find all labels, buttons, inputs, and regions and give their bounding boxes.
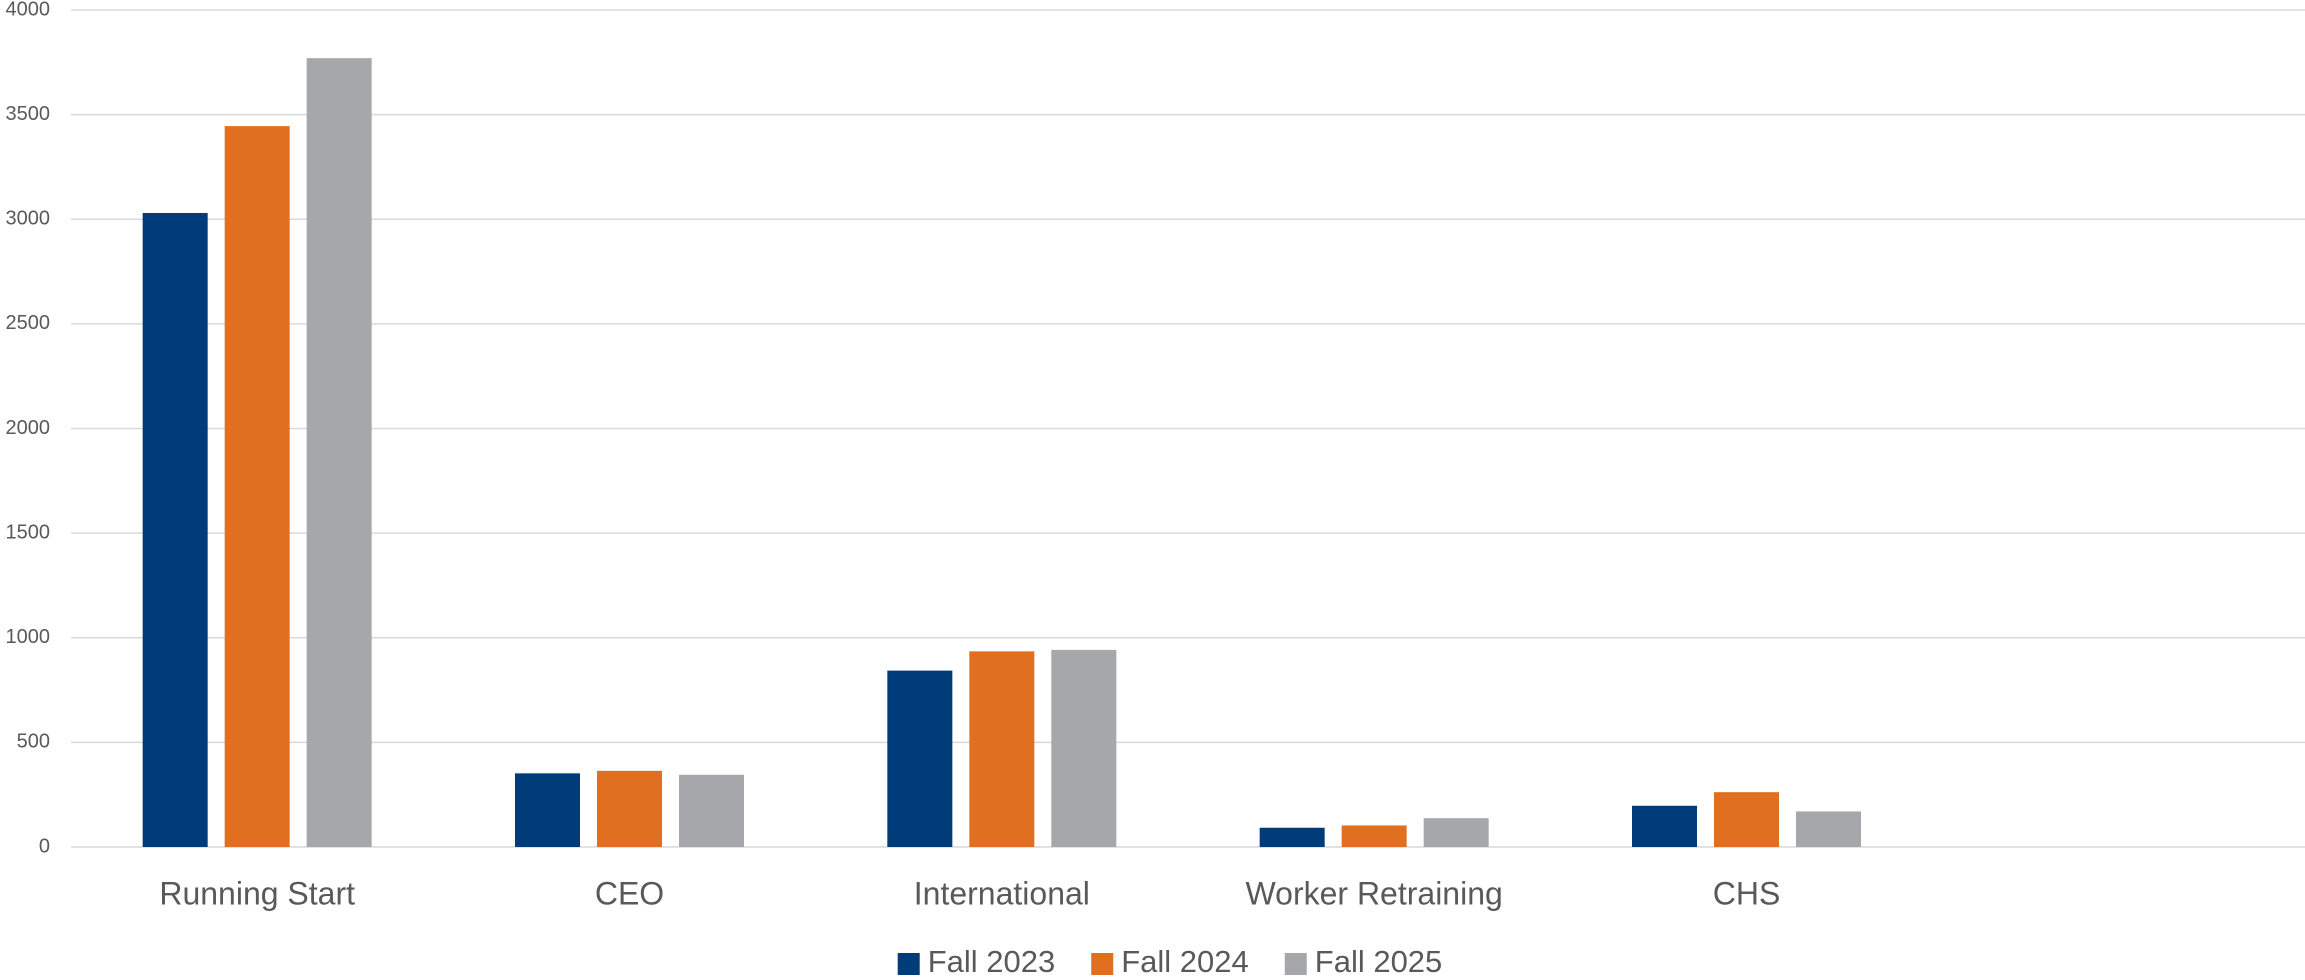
legend-swatch xyxy=(897,953,920,975)
y-tick-label: 2500 xyxy=(6,312,51,334)
x-tick-label: Running Start xyxy=(159,875,355,911)
bar xyxy=(597,770,662,847)
bar xyxy=(1632,805,1697,847)
bar xyxy=(1423,818,1489,847)
bar xyxy=(887,670,953,847)
bar xyxy=(1341,825,1407,847)
y-tick-label: 4000 xyxy=(6,0,51,20)
legend-label: Fall 2025 xyxy=(1315,944,1443,979)
bar xyxy=(1714,792,1779,847)
x-tick-label: CEO xyxy=(595,875,664,911)
bar xyxy=(1259,827,1325,847)
bar xyxy=(306,58,372,847)
bar xyxy=(1051,649,1117,847)
y-tick-label: 0 xyxy=(39,835,50,857)
y-tick-label: 3500 xyxy=(6,103,51,125)
legend-swatch xyxy=(1091,953,1114,975)
bar xyxy=(679,774,744,847)
bar xyxy=(969,651,1035,847)
y-tick-label: 3000 xyxy=(6,208,51,230)
legend-label: Fall 2024 xyxy=(1121,944,1249,979)
y-tick-label: 2000 xyxy=(6,417,51,439)
bar xyxy=(1796,811,1861,847)
bar xyxy=(224,126,290,848)
legend-swatch xyxy=(1284,953,1307,975)
x-tick-label: Worker Retraining xyxy=(1246,875,1503,911)
x-tick-label: International xyxy=(914,875,1090,911)
y-tick-label: 1500 xyxy=(6,521,51,543)
legend-label: Fall 2023 xyxy=(928,944,1056,979)
y-tick-label: 500 xyxy=(17,731,50,753)
y-tick-label: 1000 xyxy=(6,626,51,648)
x-tick-label: CHS xyxy=(1713,875,1781,911)
bar xyxy=(142,212,208,847)
bar xyxy=(515,773,580,847)
